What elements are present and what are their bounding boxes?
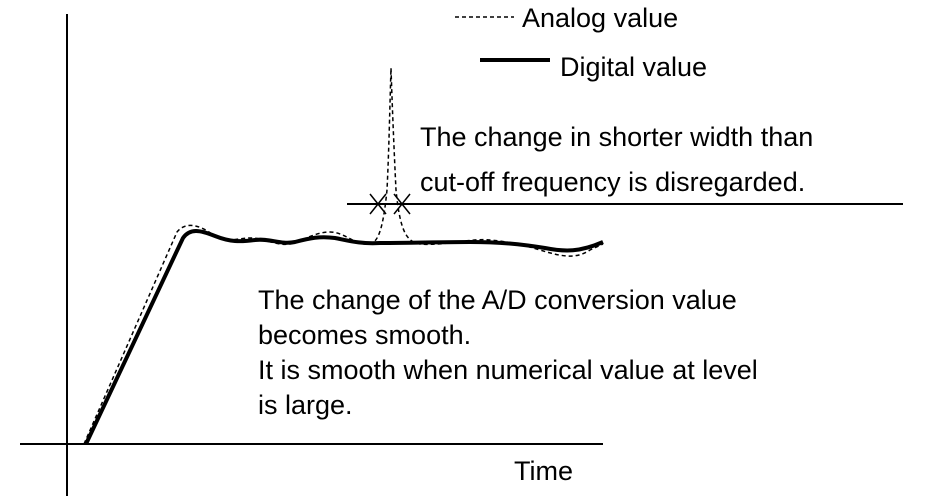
x-axis-label: Time	[514, 456, 573, 486]
legend-analog: Analog value	[522, 3, 678, 33]
annotation-line: The change of the A/D conversion value	[258, 285, 737, 315]
legend-digital: Digital value	[560, 52, 707, 82]
digital-curve	[84, 229, 604, 445]
cross-left	[369, 193, 387, 215]
annotation-line: It is smooth when numerical value at lev…	[258, 355, 758, 385]
annotation-line: is large.	[258, 390, 353, 420]
annotation-line: cut-off frequency is disregarded.	[420, 167, 805, 197]
annotation-line: The change in shorter width than	[420, 122, 813, 152]
cross-right	[393, 193, 411, 215]
annotation-line: becomes smooth.	[258, 320, 471, 350]
analog-curve	[83, 67, 604, 445]
